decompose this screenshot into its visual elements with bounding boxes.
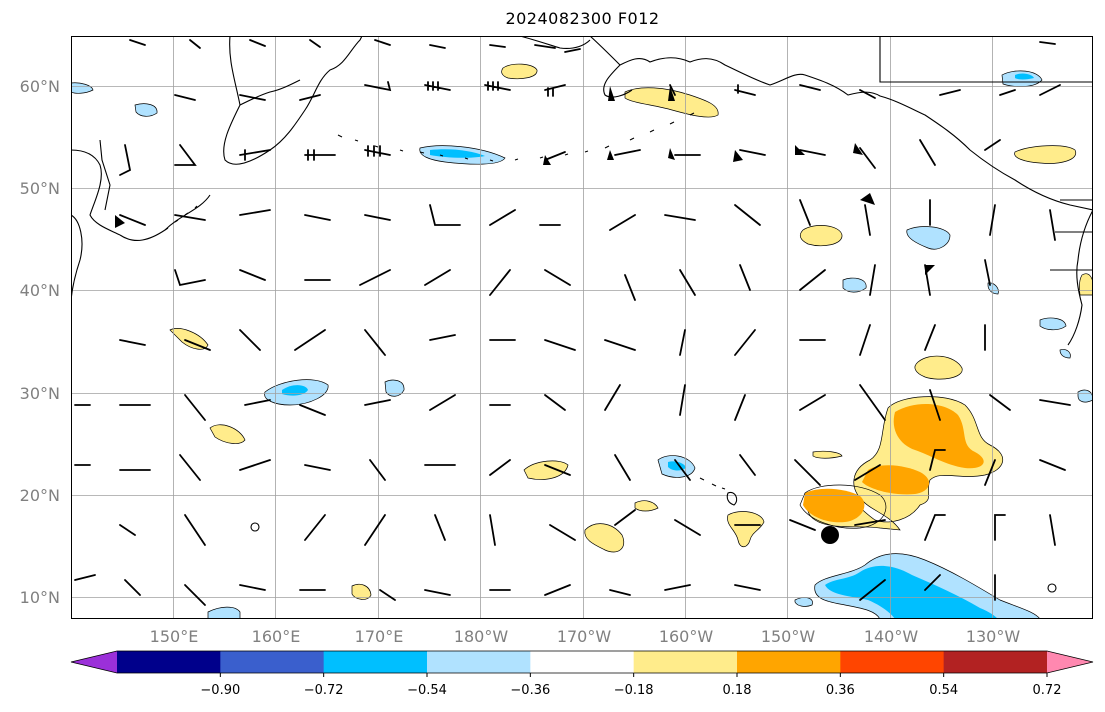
colorbar-tick-label: −0.18 <box>614 683 654 698</box>
colorbar-tick-label: −0.90 <box>200 683 240 698</box>
lat-label: 30°N <box>20 384 60 403</box>
colorbar-tick-label: 0.54 <box>929 683 958 698</box>
colorbar-segment <box>427 651 531 673</box>
colorbar-tick-label: 0.72 <box>1033 683 1062 698</box>
lat-label: 10°N <box>20 588 60 607</box>
colorbar-segment <box>530 651 635 673</box>
lat-labels: 60°N 50°N 40°N 30°N 20°N 10°N <box>20 77 60 607</box>
colorbar-ticks: −0.90 −0.72 −0.54 −0.36 −0.18 0.18 0.36 0.54 0.7… <box>200 673 1062 698</box>
lon-label: 160°E <box>252 627 301 646</box>
colorbar-segment <box>633 651 738 673</box>
lat-label: 20°N <box>20 486 60 505</box>
lon-label: 180°W <box>454 627 509 646</box>
colorbar-tick-label: −0.36 <box>510 683 550 698</box>
colorbar-segment <box>323 651 428 673</box>
colorbar-segment <box>117 651 221 673</box>
colorbar-tick-label: 0.18 <box>723 683 752 698</box>
colorbar-tick-label: −0.72 <box>304 683 344 698</box>
colorbar-tick-label: −0.54 <box>407 683 447 698</box>
map-plot-area <box>71 36 1093 619</box>
map-title: 2024082300 F012 <box>505 9 660 28</box>
colorbar-segment <box>943 651 1048 673</box>
coastlines <box>71 36 1093 593</box>
wind-barbs <box>74 39 1071 606</box>
lon-label: 150°W <box>761 627 816 646</box>
lon-label: 170°W <box>557 627 612 646</box>
lon-label: 170°E <box>355 627 404 646</box>
map-frame <box>71 36 1093 619</box>
lat-label: 40°N <box>20 281 60 300</box>
colorbar-tick-label: 0.36 <box>826 683 855 698</box>
colorbar-outline <box>70 650 1094 674</box>
lon-labels: 150°E 160°E 170°E 180°W 170°W 160°W 150°… <box>150 627 1021 646</box>
colorbar-extend-max <box>1047 651 1093 673</box>
colorbar-segment <box>737 651 841 673</box>
lon-label: 160°W <box>659 627 714 646</box>
lon-label: 130°W <box>966 627 1021 646</box>
colorbar-extend-min <box>71 651 117 673</box>
storm-center-marker <box>821 526 839 544</box>
colorbar <box>70 650 1094 674</box>
lon-label: 150°E <box>150 627 199 646</box>
lat-label: 60°N <box>20 77 60 96</box>
lat-label: 50°N <box>20 179 60 198</box>
anomaly-fill <box>71 63 1093 619</box>
colorbar-segment <box>840 651 945 673</box>
wind-barb-flags <box>115 86 935 275</box>
colorbar-segment <box>220 651 325 673</box>
lon-label: 140°W <box>864 627 919 646</box>
graticule <box>71 36 1093 619</box>
